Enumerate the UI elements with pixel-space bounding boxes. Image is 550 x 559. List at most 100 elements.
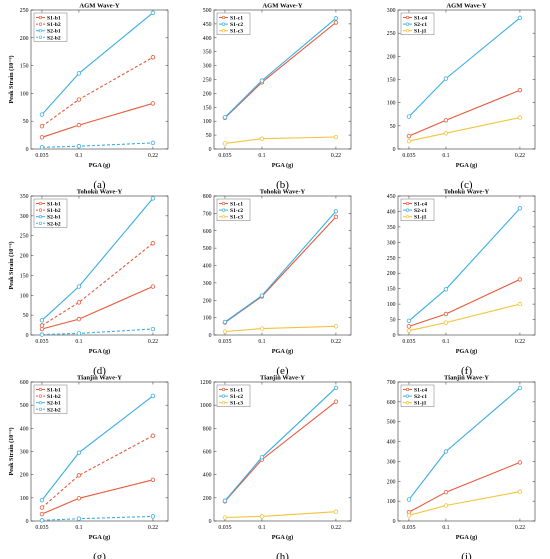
legend-marker xyxy=(405,15,410,20)
legend-marker xyxy=(221,215,226,219)
x-tick-label: 0.1 xyxy=(75,525,82,531)
legend-marker xyxy=(405,29,410,33)
series-line-S1-b2 xyxy=(41,435,154,509)
legend-label: S2-b2 xyxy=(47,407,61,413)
x-tick-label: 0.22 xyxy=(148,339,158,345)
data-point xyxy=(333,324,339,329)
y-tick-label: 300 xyxy=(387,459,396,465)
legend-marker xyxy=(38,29,43,33)
legend-marker xyxy=(221,394,226,398)
y-tick-label: 600 xyxy=(203,229,212,235)
data-point xyxy=(406,324,412,329)
data-point xyxy=(517,206,523,211)
data-point xyxy=(76,122,82,128)
data-point xyxy=(39,112,45,117)
data-point xyxy=(222,319,228,325)
data-point xyxy=(259,78,265,83)
data-point xyxy=(259,293,265,298)
y-tick-label: 250 xyxy=(387,31,396,37)
data-point xyxy=(333,20,339,25)
data-point xyxy=(406,318,412,323)
legend-marker xyxy=(221,15,226,20)
data-point xyxy=(39,505,45,510)
data-point xyxy=(259,326,265,331)
x-axis-label: PGA (g) xyxy=(89,348,110,355)
y-tick-label: 200 xyxy=(203,496,212,502)
legend-label: S2-b2 xyxy=(47,221,61,227)
data-point xyxy=(517,301,523,307)
legend-label: S1-c2 xyxy=(230,208,243,214)
data-point xyxy=(150,433,156,438)
x-tick-label: 0.22 xyxy=(331,153,341,159)
y-tick-label: 350 xyxy=(203,50,212,56)
legend-label: S1-j1 xyxy=(414,215,427,221)
y-tick-label: 50 xyxy=(390,124,396,130)
y-tick-label: 150 xyxy=(20,64,29,70)
legend-marker xyxy=(405,22,410,26)
data-point xyxy=(76,300,82,305)
data-point xyxy=(76,473,82,478)
y-tick-label: 250 xyxy=(20,234,29,240)
legend-label: S2-b2 xyxy=(47,35,61,41)
legend-label: S1-c3 xyxy=(230,401,243,407)
x-tick-label: 0.22 xyxy=(515,153,525,159)
y-tick-label: 0 xyxy=(209,333,212,339)
x-axis-label: PGA (g) xyxy=(272,348,293,355)
legend-label: S2-c1 xyxy=(414,208,427,214)
legend-label: S1-c3 xyxy=(230,29,243,35)
series-line-S1-b2 xyxy=(41,242,154,326)
legend-marker xyxy=(38,208,43,212)
legend-label: S1-c1 xyxy=(230,202,243,208)
chart-panel-f: Tohoku Wave-Y 0 50 100 150 200 250 300 350 400 450… xyxy=(387,189,536,377)
data-point xyxy=(406,133,412,139)
panel-caption: (e) xyxy=(276,365,289,377)
data-point xyxy=(333,214,339,220)
legend-marker xyxy=(221,401,226,405)
y-tick-label: 200 xyxy=(387,54,396,60)
data-point xyxy=(406,138,412,144)
y-tick-label: 700 xyxy=(203,211,212,217)
chart-title: Tianjin Wave-Y xyxy=(77,375,122,382)
data-point xyxy=(39,124,45,129)
data-point xyxy=(39,518,45,523)
data-point xyxy=(333,134,339,140)
data-point xyxy=(150,284,156,289)
y-tick-label: 1000 xyxy=(200,403,212,409)
y-tick-label: 0 xyxy=(26,519,29,525)
legend-marker xyxy=(38,387,43,392)
y-tick-label: 100 xyxy=(203,119,212,125)
legend-marker xyxy=(405,201,410,206)
y-tick-label: 100 xyxy=(203,316,212,322)
legend-label: S1-c4 xyxy=(414,388,427,394)
data-point xyxy=(76,284,82,289)
data-point xyxy=(222,515,228,520)
data-point xyxy=(406,513,412,518)
x-tick-label: 0.1 xyxy=(442,525,449,531)
y-tick-label: 450 xyxy=(203,22,212,28)
chart-title: AGM Wave-Y xyxy=(446,3,487,10)
x-tick-label: 0.22 xyxy=(515,339,525,345)
data-point xyxy=(76,516,82,521)
x-tick-label: 0.1 xyxy=(442,339,449,345)
data-point xyxy=(76,71,82,76)
legend-marker xyxy=(405,215,410,219)
legend-label: S1-b2 xyxy=(47,208,61,214)
data-point xyxy=(39,323,45,328)
data-point xyxy=(39,497,45,503)
panel-caption: (d) xyxy=(93,365,106,377)
legend-label: S1-j1 xyxy=(414,29,427,35)
data-point xyxy=(150,326,156,332)
legend-marker xyxy=(221,387,226,392)
y-tick-label: 50 xyxy=(23,119,29,125)
legend-label: S1-b2 xyxy=(47,22,61,28)
data-point xyxy=(222,329,228,334)
y-tick-label: 250 xyxy=(20,8,29,14)
y-tick-label: 600 xyxy=(20,380,29,386)
data-point xyxy=(333,209,339,214)
x-axis-label: PGA (g) xyxy=(89,534,110,541)
legend-box xyxy=(400,384,435,407)
y-axis-label: Peak Strain (10⁻⁶) xyxy=(8,427,15,475)
